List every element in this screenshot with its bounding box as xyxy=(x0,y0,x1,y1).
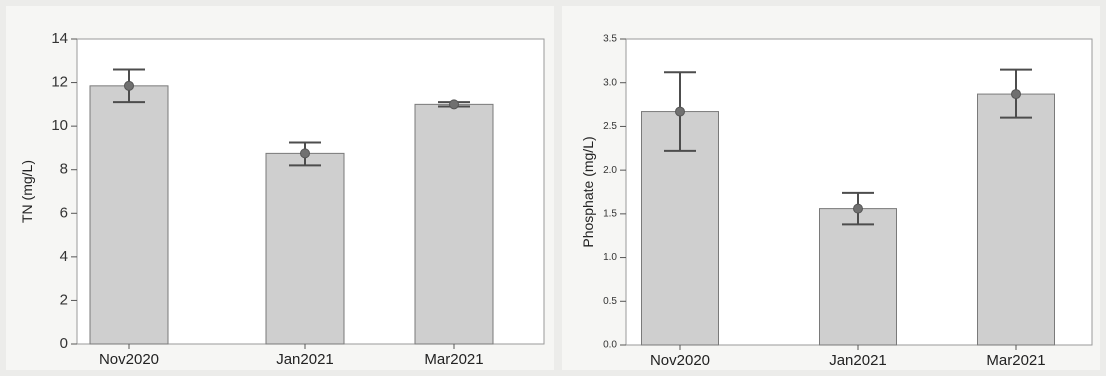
phosphate-ytick-label: 2.0 xyxy=(603,165,617,176)
tn-chart-panel: 0 2 4 6 8 10 12 14 Nov2020 Jan2021 Mar2021 TN (mg/L… xyxy=(6,6,554,370)
tn-ytick-label: 0 xyxy=(60,335,68,352)
tn-ytick-label: 8 xyxy=(60,161,68,178)
tn-bar-mar2021 xyxy=(414,103,494,345)
phosphate-bar-mar2021 xyxy=(977,93,1055,346)
phosphate-ytick-label: 1.5 xyxy=(603,208,617,219)
tn-mean-point xyxy=(124,80,134,91)
phosphate-ytick-label: 3.0 xyxy=(603,77,617,88)
tn-ylabel: TN (mg/L) xyxy=(19,160,35,223)
phosphate-ytick-label: 2.5 xyxy=(603,121,617,132)
tn-bar-jan2021 xyxy=(265,152,345,345)
phosphate-mean-point xyxy=(675,106,685,117)
tn-xtick-label: Jan2021 xyxy=(276,351,334,368)
phosphate-bar-jan2021 xyxy=(819,208,897,346)
tn-ytick-label: 2 xyxy=(60,291,68,308)
phosphate-ytick-label: 0.0 xyxy=(603,340,617,351)
tn-ytick-label: 6 xyxy=(60,204,68,221)
tn-ytick-label: 10 xyxy=(51,117,68,134)
phosphate-mean-point xyxy=(853,203,863,214)
phosphate-xtick-label: Mar2021 xyxy=(986,352,1045,369)
tn-bar-chart: 0 2 4 6 8 10 12 14 Nov2020 Jan2021 Mar2021 TN (mg/L… xyxy=(19,30,545,368)
phosphate-ytick-label: 1.0 xyxy=(603,252,617,263)
tn-ytick-label: 4 xyxy=(60,248,68,265)
phosphate-xtick-label: Jan2021 xyxy=(829,352,887,369)
phosphate-chart-panel: 0.0 0.5 1.0 1.5 2.0 2.5 3.0 3.5 Nov2020 Jan2021 Ma… xyxy=(562,6,1100,370)
phosphate-mean-point xyxy=(1011,89,1021,100)
tn-ytick-label: 14 xyxy=(51,30,68,47)
tn-mean-point xyxy=(449,99,459,110)
phosphate-xtick-label: Nov2020 xyxy=(650,352,710,369)
phosphate-ytick-label: 3.5 xyxy=(603,34,617,45)
tn-ytick-label: 12 xyxy=(51,74,68,91)
tn-mean-point xyxy=(300,148,310,159)
tn-bar-nov2020 xyxy=(89,85,169,345)
phosphate-ytick-label: 0.5 xyxy=(603,296,617,307)
tn-xtick-label: Nov2020 xyxy=(99,351,159,368)
phosphate-ylabel: Phosphate (mg/L) xyxy=(580,136,596,247)
tn-xtick-label: Mar2021 xyxy=(424,351,483,368)
phosphate-bar-chart: 0.0 0.5 1.0 1.5 2.0 2.5 3.0 3.5 Nov2020 Jan2021 Ma… xyxy=(580,34,1093,369)
